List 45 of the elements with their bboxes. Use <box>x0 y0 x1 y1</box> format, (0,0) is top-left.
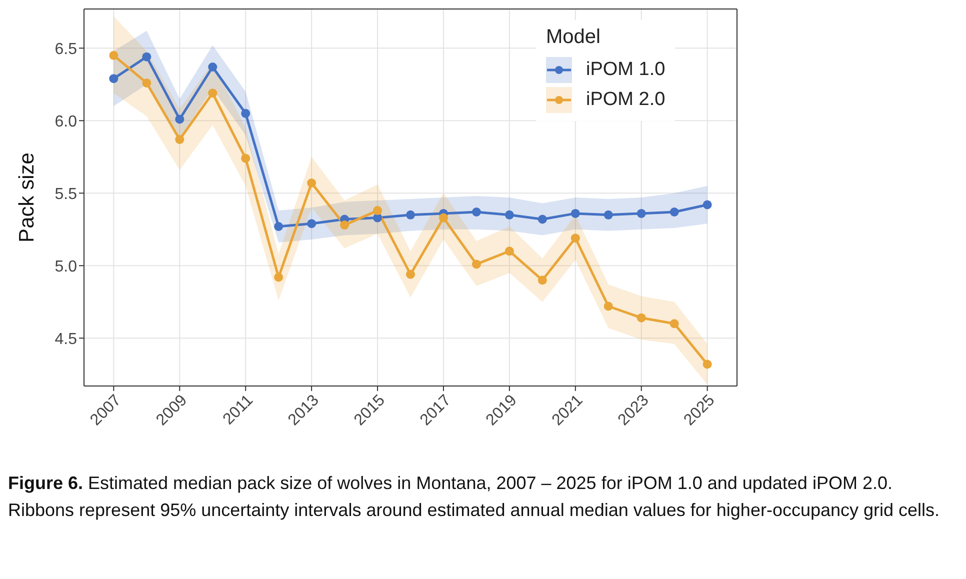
point <box>373 206 382 216</box>
point <box>472 260 481 269</box>
point <box>208 62 218 72</box>
point <box>670 319 679 328</box>
legend-title: Model <box>546 26 602 49</box>
point <box>208 88 218 98</box>
point <box>538 276 547 285</box>
point <box>406 210 415 220</box>
point <box>241 154 250 163</box>
point <box>340 220 350 230</box>
point <box>670 208 679 216</box>
point <box>307 178 316 188</box>
point <box>570 234 580 243</box>
point <box>109 74 118 84</box>
point <box>702 360 712 369</box>
point <box>504 210 514 220</box>
y-tick-label: 5.5 <box>54 186 78 203</box>
point <box>604 210 613 220</box>
y-tick-label: 4.5 <box>54 330 78 348</box>
point <box>175 114 184 124</box>
point <box>636 208 646 218</box>
point <box>438 213 448 222</box>
point <box>636 313 646 322</box>
legend-label: iPOM 1.0 <box>586 59 666 81</box>
point <box>274 222 284 231</box>
y-tick-label: 6.0 <box>54 113 78 130</box>
y-tick-label: 5.0 <box>54 258 78 276</box>
point <box>109 50 118 60</box>
y-tick-label: 6.5 <box>54 40 78 58</box>
point <box>472 208 481 216</box>
caption: Figure 6. Estimated median pack size of wolves in Montana, 2007 – 2025 for iPOM 1.0 and updated iPOM 2.0. Ribbons represent 95% uncertainty intervals around estimated annual median values for higher-occupancy grid cells. <box>8 472 941 522</box>
y-axis-title: Pack size <box>15 152 38 242</box>
point <box>570 208 580 218</box>
point <box>406 270 415 279</box>
point <box>307 219 316 228</box>
point <box>274 272 284 282</box>
point <box>702 200 712 210</box>
point <box>604 302 613 311</box>
point <box>538 214 547 224</box>
point <box>142 78 152 88</box>
point <box>175 135 184 144</box>
point <box>504 246 514 256</box>
legend-label: iPOM 2.0 <box>586 89 666 111</box>
point <box>142 52 152 62</box>
point <box>241 108 250 118</box>
